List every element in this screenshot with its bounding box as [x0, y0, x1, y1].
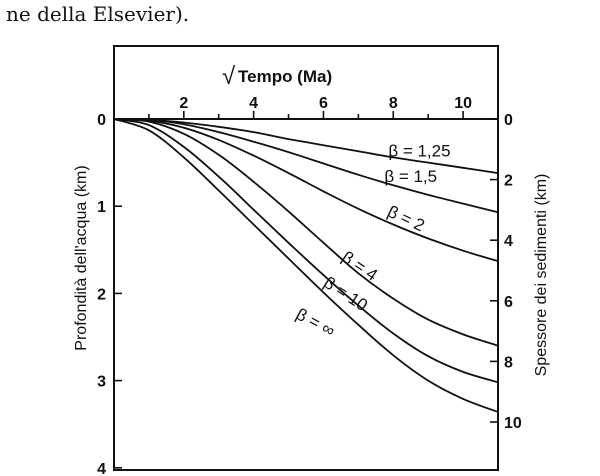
top-tick-label: 4	[249, 95, 258, 112]
right-tick-label: 6	[504, 294, 513, 311]
right-tick-label: 2	[504, 173, 513, 190]
right-tick-label: 10	[504, 415, 522, 432]
series-line	[113, 118, 499, 413]
left-tick-label: 1	[97, 199, 106, 216]
left-tick-label: 2	[97, 286, 106, 303]
left-tick-label: 4	[97, 461, 106, 476]
curve-labels-layer: β = 1,25β = 1,5β = 2β = 4β = 10β = ∞	[293, 141, 451, 340]
top-tick-label: 8	[389, 95, 398, 112]
right-tick-label: 4	[504, 233, 513, 250]
left-tick-label: 3	[97, 374, 106, 391]
curve-label: β = 1,5	[384, 167, 437, 186]
ticks-layer: 2 4 6 8 10 0 1 2 3 4 0 2 4 6 8 10	[97, 95, 522, 476]
top-axis-sqrt-sign: √	[222, 63, 236, 90]
series-line	[113, 118, 499, 214]
series-line	[113, 118, 499, 174]
top-tick-label: 2	[179, 95, 188, 112]
curve-label: β = 1,25	[388, 141, 450, 160]
series-line	[113, 118, 499, 347]
right-tick-label: 8	[504, 354, 513, 371]
caption-fragment: ne della Elsevier).	[6, 2, 190, 26]
top-tick-label: 10	[454, 95, 472, 112]
right-tick-label: 0	[504, 112, 513, 129]
plot-frame	[113, 45, 499, 471]
series-line	[113, 118, 499, 384]
top-tick-label: 6	[319, 95, 328, 112]
left-tick-label: 0	[97, 112, 106, 129]
series-line	[113, 118, 499, 262]
curve-label: β = 4	[338, 247, 381, 284]
curve-label: β = ∞	[293, 304, 338, 340]
left-axis-label: Profondità dell'acqua (km)	[73, 165, 90, 350]
right-axis-label: Spessore dei sedimenti (km)	[533, 174, 550, 377]
curves-layer	[113, 118, 499, 413]
top-axis-label: Tempo (Ma)	[238, 67, 332, 86]
